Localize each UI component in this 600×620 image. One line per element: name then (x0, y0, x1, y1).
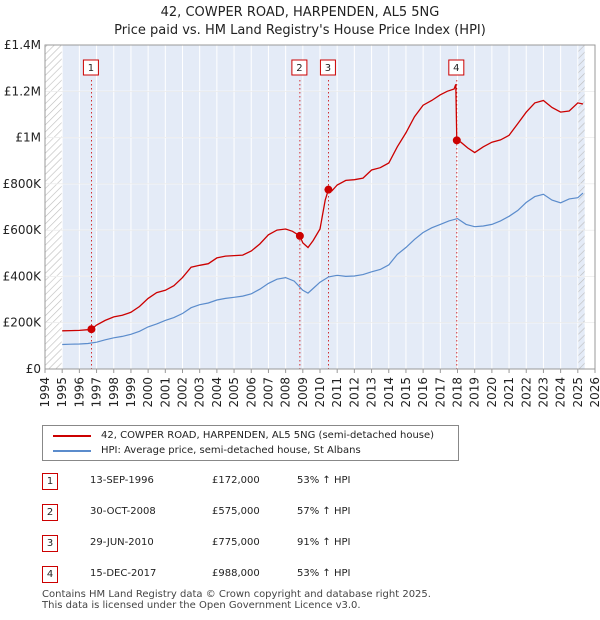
x-tick-label: 2007 (261, 377, 275, 408)
y-tick-label: £1M (15, 131, 41, 145)
sale-marker-box (448, 59, 465, 76)
legend-swatch-property (53, 435, 91, 437)
x-tick-label: 1994 (38, 377, 52, 408)
sale-row: 3 29-JUN-2010 £775,000 91% ↑ HPI (42, 535, 462, 552)
y-tick-label: £600K (3, 223, 43, 237)
sale-hpi-change: 53% ↑ HPI (297, 568, 351, 579)
sale-point (295, 231, 304, 240)
sale-row: 1 13-SEP-1996 £172,000 53% ↑ HPI (42, 473, 462, 490)
sale-row: 2 30-OCT-2008 £575,000 57% ↑ HPI (42, 504, 462, 521)
sale-price: £575,000 (212, 506, 260, 517)
x-tick-label: 2020 (485, 377, 499, 408)
sale-price: £775,000 (212, 537, 260, 548)
sale-price: £988,000 (212, 568, 260, 579)
x-tick-label: 2014 (382, 377, 396, 408)
sale-marker-box (319, 59, 336, 76)
y-tick-label: £1.2M (4, 84, 41, 98)
sale-points (87, 136, 461, 334)
x-tick-label: 2006 (244, 377, 258, 408)
x-tick-label: 2023 (536, 377, 550, 408)
y-tick-label: £1.4M (4, 38, 41, 52)
x-tick-label: 2011 (330, 377, 344, 408)
sale-date: 29-JUN-2010 (90, 537, 154, 548)
x-tick-label: 1999 (124, 377, 138, 408)
sale-hpi-change: 53% ↑ HPI (297, 475, 351, 486)
legend-label-property: 42, COWPER ROAD, HARPENDEN, AL5 5NG (sem… (101, 430, 435, 441)
grid-lines (44, 44, 596, 370)
sale-date: 13-SEP-1996 (90, 475, 154, 486)
sale-marker-number: 2 (296, 63, 302, 74)
property-series-line (62, 84, 584, 332)
x-tick-label: 2015 (399, 377, 413, 408)
sale-marker-number: 1 (88, 63, 94, 74)
x-tick-label: 2024 (554, 377, 568, 408)
hatched-region-after (577, 45, 585, 369)
x-tick-label: 2021 (502, 377, 516, 408)
x-tick-label: 2016 (416, 377, 430, 408)
x-tick-label: 2013 (365, 377, 379, 408)
x-tick-label: 2012 (347, 377, 361, 408)
x-tick-label: 1996 (72, 377, 86, 408)
sale-marker-box (82, 59, 99, 76)
x-tick-label: 2009 (296, 377, 310, 408)
x-tick-label: 2004 (210, 377, 224, 408)
x-tick-label: 1998 (107, 377, 121, 408)
x-tick-label: 1997 (90, 377, 104, 408)
y-axis-ticks: £0 £200K £400K £600K £800K £1M £1.2M £1.4M (3, 38, 43, 376)
x-tick-label: 2000 (141, 377, 155, 408)
sale-marker-labels: 1 2 3 4 (82, 59, 465, 76)
y-tick-label: £400K (3, 269, 43, 283)
footer-licence: This data is licensed under the Open Gov… (42, 600, 361, 611)
plot-frame (44, 44, 596, 370)
x-tick-label: 2018 (451, 377, 465, 408)
x-tick-label: 2010 (313, 377, 327, 408)
footer: Contains HM Land Registry data © Crown c… (42, 589, 582, 611)
sale-marker-number: 4 (453, 63, 459, 74)
x-tick-label: 2019 (468, 377, 482, 408)
sale-number: 3 (42, 535, 58, 552)
x-tick-label: 2003 (193, 377, 207, 408)
hpi-series-line (62, 192, 584, 346)
x-tick-label: 2026 (588, 377, 600, 408)
sale-marker-box (291, 59, 308, 76)
legend-label-hpi: HPI: Average price, semi-detached house,… (101, 445, 361, 456)
legend: 42, COWPER ROAD, HARPENDEN, AL5 5NG (sem… (42, 425, 459, 461)
sale-row: 4 15-DEC-2017 £988,000 53% ↑ HPI (42, 566, 462, 583)
sale-number: 4 (42, 566, 58, 583)
sale-point (87, 325, 96, 334)
x-tick-label: 2025 (571, 377, 585, 408)
sale-number: 2 (42, 504, 58, 521)
chart-title: 42, COWPER ROAD, HARPENDEN, AL5 5NG (160, 5, 440, 20)
x-tick-label: 2008 (279, 377, 293, 408)
sale-marker-number: 3 (325, 63, 331, 74)
sale-price: £172,000 (212, 475, 260, 486)
sale-date: 15-DEC-2017 (90, 568, 157, 579)
sale-point (324, 185, 333, 194)
legend-swatch-hpi (53, 450, 91, 452)
x-axis-ticks: 1994 1995 1996 1997 1998 1999 2000 2001 2002 2003… (38, 369, 600, 408)
price-chart: £0 £200K £400K £600K £800K £1M £1.2M £1.4M 1994… (3, 38, 600, 408)
y-tick-label: £0 (26, 362, 41, 376)
y-tick-label: £800K (3, 177, 43, 191)
x-tick-label: 2017 (433, 377, 447, 408)
sale-point (452, 136, 461, 145)
chart-subtitle: Price paid vs. HM Land Registry's House … (114, 23, 486, 38)
x-tick-label: 1995 (55, 377, 69, 408)
x-tick-label: 2022 (519, 377, 533, 408)
x-tick-label: 2005 (227, 377, 241, 408)
sale-hpi-change: 91% ↑ HPI (297, 537, 351, 548)
sale-date: 30-OCT-2008 (90, 506, 156, 517)
footer-copyright: Contains HM Land Registry data © Crown c… (42, 589, 431, 600)
sale-hpi-change: 57% ↑ HPI (297, 506, 351, 517)
y-tick-label: £200K (3, 316, 43, 330)
sale-number: 1 (42, 473, 58, 490)
hatched-region-before (45, 45, 63, 369)
x-tick-label: 2002 (176, 377, 190, 408)
x-tick-label: 2001 (158, 377, 172, 408)
chart-title-block: 42, COWPER ROAD, HARPENDEN, AL5 5NG Pric… (0, 4, 600, 40)
